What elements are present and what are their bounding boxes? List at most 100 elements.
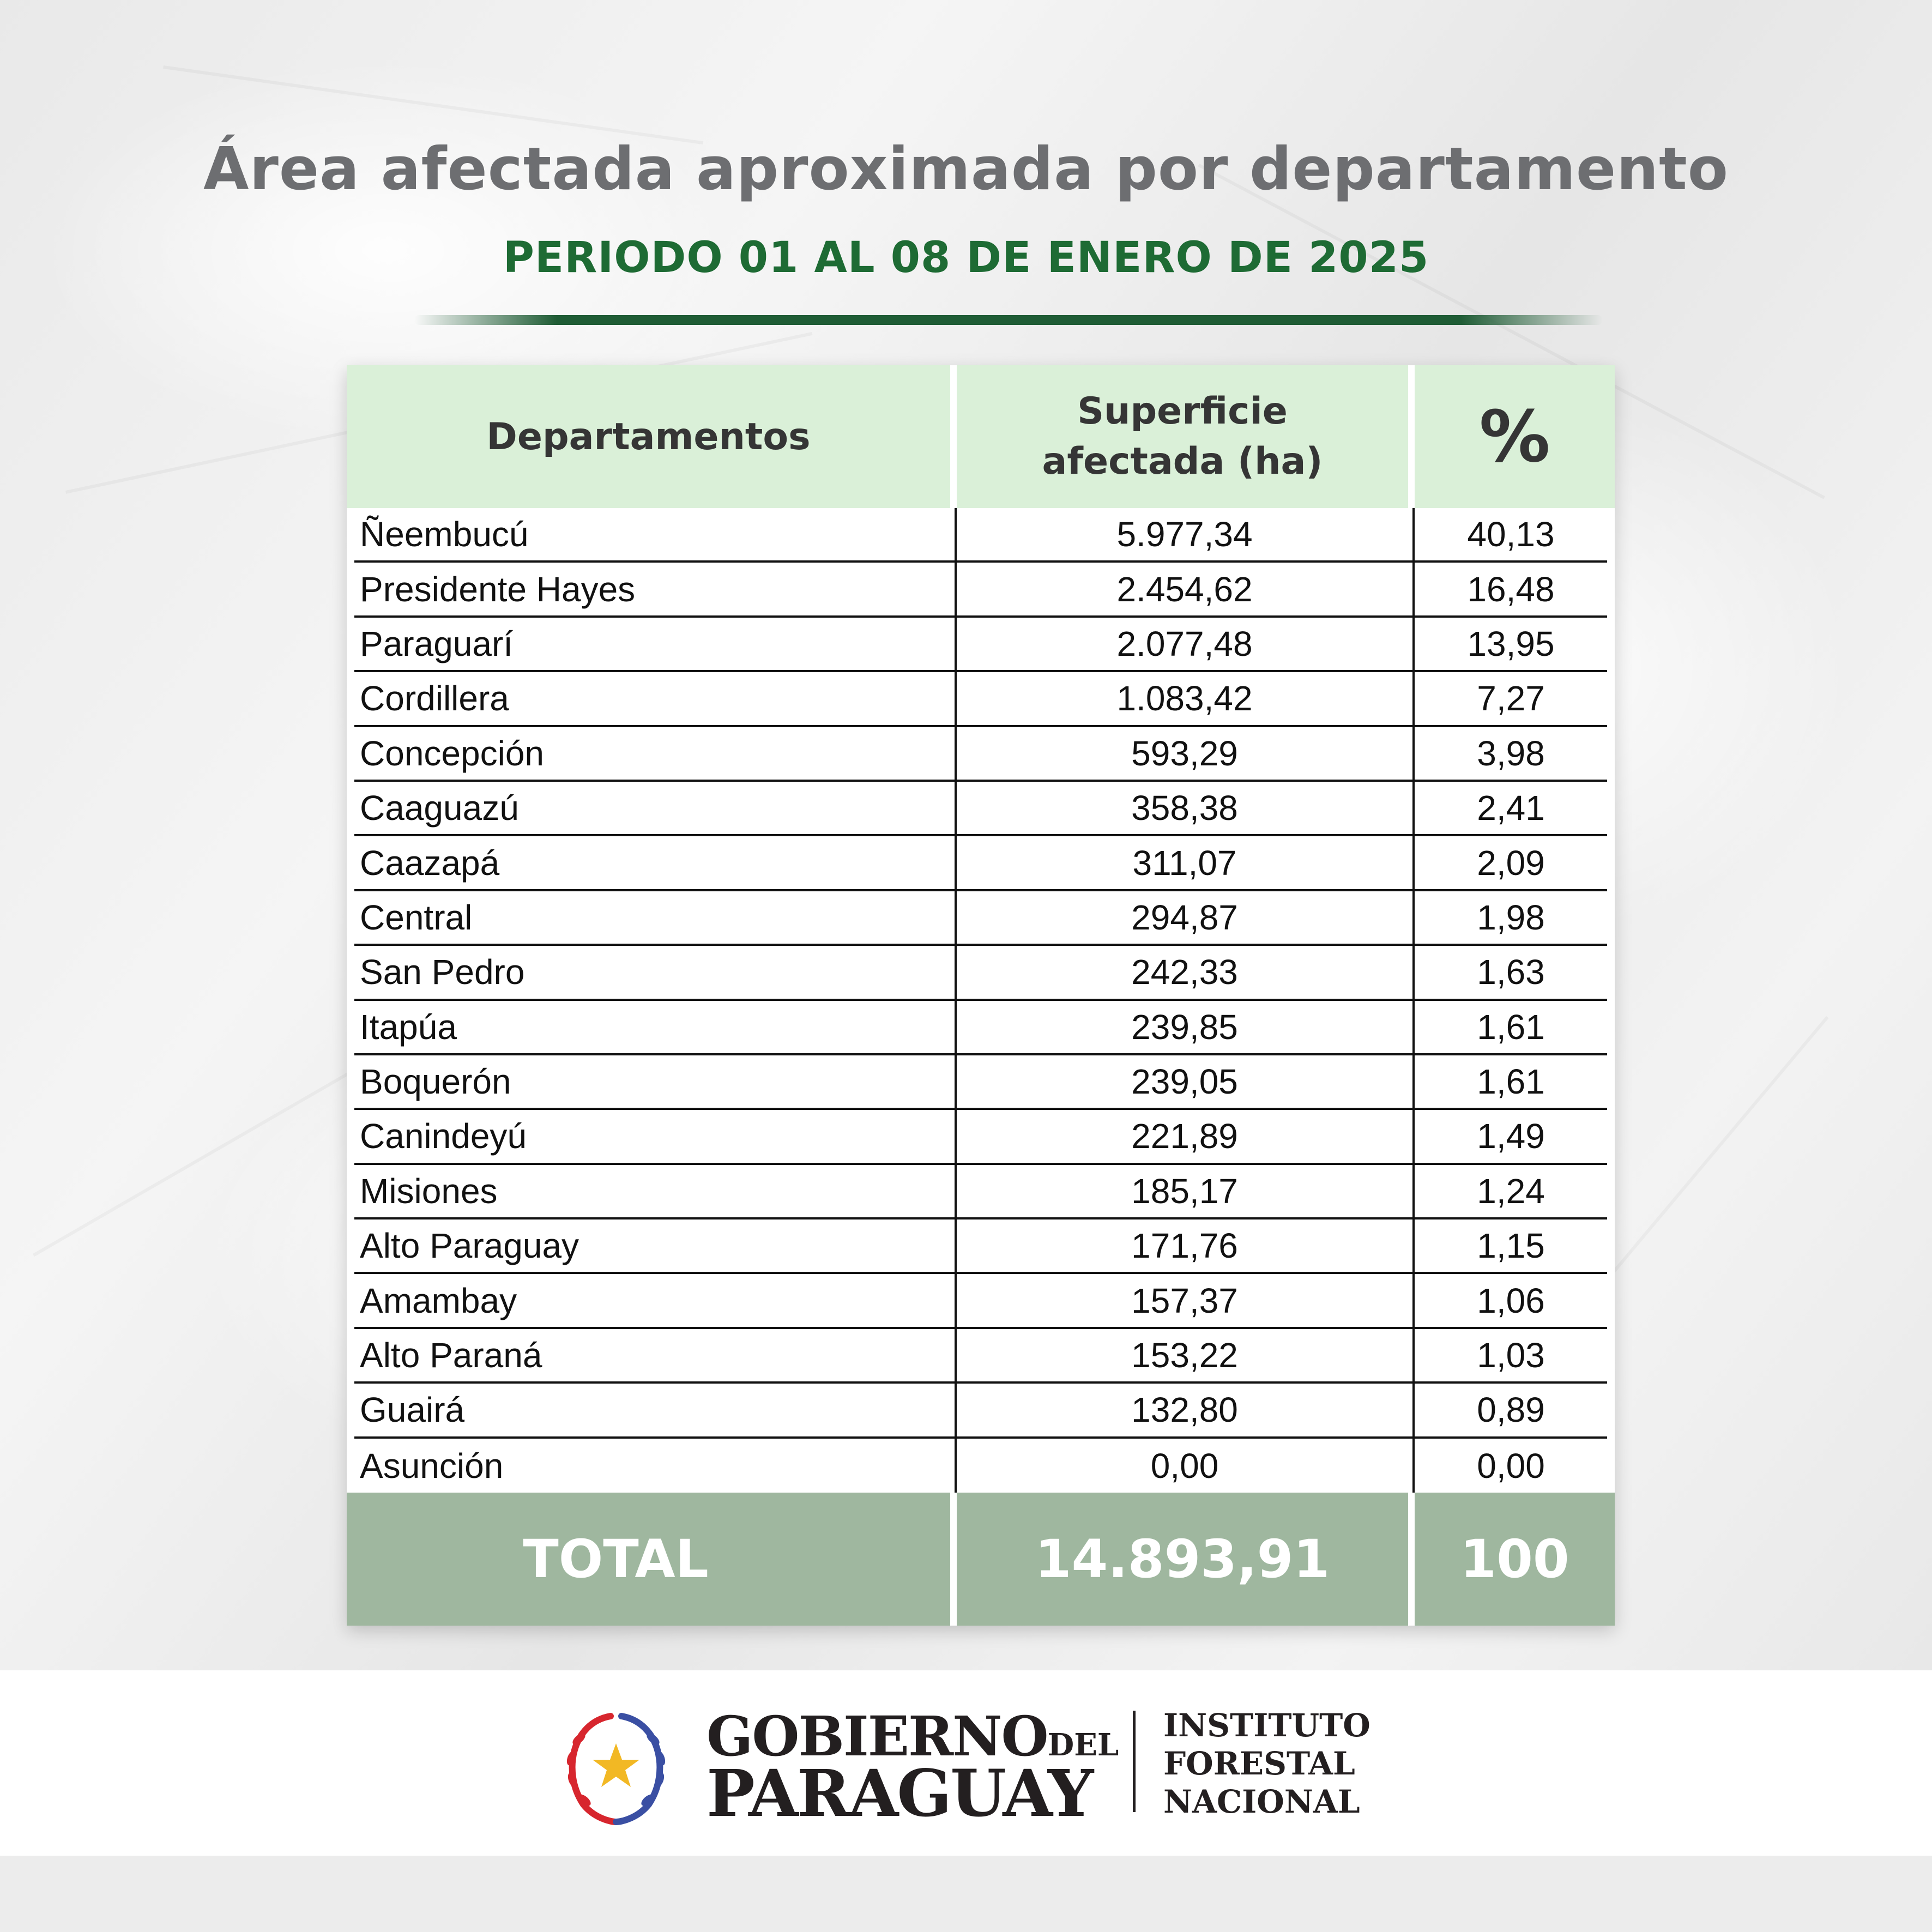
institute-logo-text: INSTITUTO FORESTAL NACIONAL <box>1163 1706 1370 1821</box>
institute-line3: NACIONAL <box>1163 1783 1360 1820</box>
percent-value: 1,03 <box>1477 1336 1545 1375</box>
percent-value: 13,95 <box>1467 624 1555 663</box>
table-row: Alto Paraná 153,22 1,03 <box>354 1329 1607 1384</box>
department-name: Paraguarí <box>354 617 957 671</box>
department-name: Caaguazú <box>354 781 957 835</box>
gobierno-word: GOBIERNO <box>707 1704 1049 1768</box>
department-name: Concepción <box>354 727 957 780</box>
del-word: DEL <box>1047 1727 1119 1763</box>
header-departments: Departamentos <box>347 365 957 508</box>
table-row: Central 294,87 1,98 <box>354 891 1607 946</box>
department-name: Itapúa <box>354 1000 957 1053</box>
percent-value: 2,09 <box>1477 843 1545 883</box>
table-total-row: TOTAL 14.893,91 100 <box>347 1493 1615 1626</box>
department-name: Boquerón <box>354 1055 957 1108</box>
table-row: Alto Paraguay 171,76 1,15 <box>354 1219 1607 1275</box>
table-row: Canindeyú 221,89 1,49 <box>354 1110 1607 1165</box>
surface-value: 242,33 <box>957 946 1415 999</box>
table-header: Departamentos Superficie afectada (ha) % <box>347 365 1615 508</box>
percent-value: 1,63 <box>1477 952 1545 992</box>
table-row: Misiones 185,17 1,24 <box>354 1164 1607 1220</box>
institute-line2: FORESTAL <box>1163 1745 1355 1782</box>
logo-separator <box>1133 1711 1136 1812</box>
department-name: Alto Paraná <box>354 1329 957 1382</box>
paraguay-star-wreath-emblem-icon <box>566 1713 666 1825</box>
header-surface-line2: afectada (ha) <box>1042 440 1323 483</box>
table-row: Paraguarí 2.077,48 13,95 <box>354 617 1607 673</box>
footer-bottom-strip <box>0 1856 1932 1932</box>
surface-value: 1.083,42 <box>957 672 1415 725</box>
total-percent: 100 <box>1460 1529 1569 1590</box>
surface-value: 5.977,34 <box>957 508 1415 561</box>
table-row: Itapúa 239,85 1,61 <box>354 1000 1607 1055</box>
header-surface: Superficie afectada (ha) <box>957 365 1415 508</box>
surface-value: 185,17 <box>957 1164 1415 1218</box>
surface-value: 593,29 <box>957 727 1415 780</box>
surface-value: 132,80 <box>957 1384 1415 1436</box>
department-name: Ñeembucú <box>354 508 957 561</box>
department-name: Caazapá <box>354 836 957 889</box>
paper-crease <box>1581 1016 1829 1311</box>
paper-crease <box>163 65 703 144</box>
percent-value: 1,06 <box>1477 1281 1545 1320</box>
data-table: Departamentos Superficie afectada (ha) %… <box>347 365 1615 1626</box>
paraguay-logo-text: PARAGUAY <box>707 1755 1094 1831</box>
department-name: Cordillera <box>354 672 957 725</box>
department-name: Presidente Hayes <box>354 563 957 615</box>
percent-value: 1,61 <box>1477 1007 1545 1047</box>
table-row: Asunción 0,00 0,00 <box>354 1438 1607 1494</box>
table-row: Ñeembucú 5.977,34 40,13 <box>354 508 1607 563</box>
header-surface-line1: Superficie <box>1077 390 1288 433</box>
percent-value: 1,61 <box>1477 1062 1545 1102</box>
table-row: Caazapá 311,07 2,09 <box>354 836 1607 891</box>
percent-value: 1,98 <box>1477 897 1545 937</box>
surface-value: 157,37 <box>957 1274 1415 1327</box>
table-row: San Pedro 242,33 1,63 <box>354 946 1607 1001</box>
department-name: Amambay <box>354 1274 957 1327</box>
department-name: Asunción <box>354 1438 957 1494</box>
department-name: Alto Paraguay <box>354 1219 957 1272</box>
gobierno-logo-text: GOBIERNODEL <box>707 1704 1119 1768</box>
table-row: Caaguazú 358,38 2,41 <box>354 781 1607 837</box>
surface-value: 239,85 <box>957 1000 1415 1053</box>
table-row: Guairá 132,80 0,89 <box>354 1384 1607 1439</box>
percent-value: 7,27 <box>1477 679 1545 719</box>
page-title: Área afectada aproximada por departament… <box>203 135 1729 203</box>
surface-value: 2.077,48 <box>957 617 1415 671</box>
table-body: Ñeembucú 5.977,34 40,13 Presidente Hayes 2.… <box>354 508 1607 1494</box>
table-row: Amambay 157,37 1,06 <box>354 1274 1607 1329</box>
department-name: Guairá <box>354 1384 957 1436</box>
total-surface: 14.893,91 <box>957 1493 1415 1626</box>
surface-value: 171,76 <box>957 1219 1415 1272</box>
surface-value: 221,89 <box>957 1110 1415 1163</box>
percent-value: 0,00 <box>1477 1446 1545 1486</box>
percent-value: 2,41 <box>1477 788 1545 828</box>
footer-band <box>0 1670 1932 1856</box>
page-subtitle: PERIODO 01 AL 08 DE ENERO DE 2025 <box>503 233 1429 282</box>
surface-value: 294,87 <box>957 891 1415 944</box>
surface-value: 0,00 <box>957 1438 1415 1494</box>
percent-value: 40,13 <box>1467 515 1555 554</box>
header-percent: % <box>1415 365 1615 508</box>
department-name: Misiones <box>354 1164 957 1218</box>
surface-value: 153,22 <box>957 1329 1415 1382</box>
percent-value: 16,48 <box>1467 569 1555 609</box>
surface-value: 239,05 <box>957 1055 1415 1108</box>
department-name: San Pedro <box>354 946 957 999</box>
department-name: Central <box>354 891 957 944</box>
department-name: Canindeyú <box>354 1110 957 1163</box>
percent-value: 1,24 <box>1477 1171 1545 1211</box>
surface-value: 358,38 <box>957 781 1415 835</box>
percent-value: 0,89 <box>1477 1390 1545 1430</box>
percent-value: 3,98 <box>1477 733 1545 773</box>
surface-value: 311,07 <box>957 836 1415 889</box>
table-row: Concepción 593,29 3,98 <box>354 727 1607 782</box>
total-label: TOTAL <box>347 1493 957 1626</box>
institute-line1: INSTITUTO <box>1163 1707 1370 1744</box>
table-row: Boquerón 239,05 1,61 <box>354 1055 1607 1110</box>
table-row: Cordillera 1.083,42 7,27 <box>354 672 1607 727</box>
percent-value: 1,15 <box>1477 1226 1545 1266</box>
title-divider <box>414 315 1603 325</box>
percent-value: 1,49 <box>1477 1116 1545 1156</box>
surface-value: 2.454,62 <box>957 563 1415 615</box>
